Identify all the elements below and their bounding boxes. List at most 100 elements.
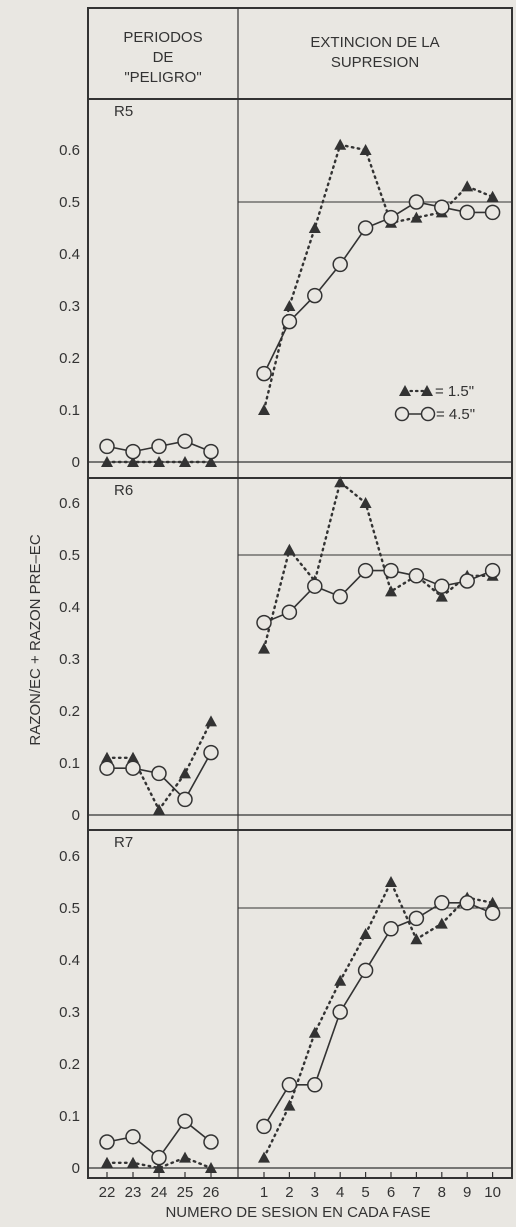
header-left-line-1: PERIODOS bbox=[123, 29, 202, 46]
data-point-circle bbox=[357, 220, 374, 236]
data-point-circle bbox=[307, 1077, 323, 1093]
y-tick-label: 0.6 bbox=[59, 495, 80, 512]
data-point-triangle bbox=[283, 1099, 296, 1111]
panel-label: R5 bbox=[114, 103, 133, 120]
legend-triangle-icon bbox=[399, 385, 411, 396]
y-tick-label: 0.2 bbox=[59, 703, 80, 720]
data-point-triangle bbox=[486, 190, 499, 202]
data-point-circle bbox=[332, 588, 348, 605]
data-point-triangle bbox=[308, 222, 321, 233]
y-tick-label: 0.6 bbox=[59, 142, 80, 159]
legend: = 1.5" = 4.5" bbox=[394, 383, 475, 423]
y-tick-label: 0.1 bbox=[59, 402, 80, 419]
legend-label-2: = 4.5" bbox=[436, 406, 475, 423]
data-point-circle bbox=[434, 895, 450, 911]
data-point-circle bbox=[151, 1149, 167, 1166]
data-point-circle bbox=[383, 921, 399, 937]
data-point-circle bbox=[256, 1118, 272, 1135]
data-point-circle bbox=[99, 1134, 115, 1150]
x-tick-label: 26 bbox=[203, 1184, 220, 1201]
y-tick-label: 0.2 bbox=[59, 1056, 80, 1073]
data-point-circle bbox=[256, 614, 272, 631]
panel-r7: R7 0 0.1 0.2 0.3 0.4 0.5 0.6 bbox=[59, 834, 512, 1177]
data-point-circle bbox=[332, 1004, 348, 1020]
data-point-triangle bbox=[179, 767, 191, 779]
data-point-circle bbox=[281, 1077, 298, 1093]
legend-triangle-icon bbox=[421, 385, 433, 396]
data-point-triangle bbox=[258, 1151, 270, 1163]
y-axis-label: RAZON/EC + RAZON PRE–EC bbox=[27, 534, 44, 745]
x-tick-label: 7 bbox=[412, 1184, 420, 1201]
x-tick-label: 1 bbox=[260, 1184, 268, 1201]
x-tick-label: 2 bbox=[285, 1184, 293, 1201]
y-tick-label: 0.1 bbox=[59, 755, 80, 772]
series-triangles bbox=[101, 138, 499, 467]
y-tick-label: 0.2 bbox=[59, 350, 80, 367]
y-tick-label: 0 bbox=[72, 1160, 80, 1177]
y-tick-label: 0.4 bbox=[59, 599, 80, 616]
data-point-triangle bbox=[308, 1026, 321, 1038]
data-point-circle bbox=[408, 194, 425, 210]
data-point-triangle bbox=[410, 211, 423, 223]
data-point-triangle bbox=[101, 456, 113, 467]
panel-label: R7 bbox=[114, 834, 133, 851]
legend-circle-icon bbox=[394, 406, 410, 422]
panel-r5: R5 0 0.1 0.2 0.3 0.4 0.5 0.6 bbox=[59, 103, 512, 471]
x-tick-label: 25 bbox=[177, 1184, 194, 1201]
data-point-triangle bbox=[127, 1156, 139, 1168]
data-point-circle bbox=[459, 895, 475, 911]
data-point-triangle bbox=[461, 180, 474, 192]
y-tick-label: 0.3 bbox=[59, 298, 80, 315]
series-triangles bbox=[101, 876, 499, 1173]
data-point-circle bbox=[357, 562, 374, 579]
data-point-triangle bbox=[283, 543, 296, 555]
data-point-triangle bbox=[205, 456, 217, 467]
data-point-circle bbox=[99, 760, 115, 776]
data-point-triangle bbox=[435, 590, 448, 602]
y-tick-label: 0.4 bbox=[59, 246, 80, 263]
data-point-circle bbox=[203, 744, 219, 761]
series-line bbox=[263, 569, 493, 624]
data-point-circle bbox=[408, 568, 425, 584]
x-tick-label: 23 bbox=[125, 1184, 142, 1201]
data-point-circle bbox=[459, 204, 475, 221]
data-point-triangle bbox=[334, 138, 347, 150]
series-line bbox=[262, 879, 494, 1159]
data-point-circle bbox=[484, 562, 501, 579]
data-point-circle bbox=[125, 1129, 141, 1145]
data-point-triangle bbox=[283, 300, 296, 311]
y-tick-label: 0 bbox=[72, 454, 80, 471]
y-tick-label: 0.5 bbox=[59, 900, 80, 917]
x-tick-label: 4 bbox=[336, 1184, 344, 1201]
data-point-triangle bbox=[101, 1156, 113, 1168]
y-tick-label: 0.5 bbox=[59, 194, 80, 211]
x-tick-label: 6 bbox=[387, 1184, 395, 1201]
y-tick-label: 0.1 bbox=[59, 1108, 80, 1125]
header-left-line-2: DE bbox=[153, 49, 174, 66]
data-point-triangle bbox=[205, 715, 217, 727]
x-tick-label: 3 bbox=[311, 1184, 319, 1201]
series-line bbox=[105, 720, 213, 813]
data-point-triangle bbox=[179, 1151, 191, 1163]
x-tick-label: 5 bbox=[361, 1184, 369, 1201]
data-point-circle bbox=[125, 443, 141, 460]
data-point-circle bbox=[281, 313, 298, 330]
y-tick-label: 0.5 bbox=[59, 547, 80, 564]
data-point-circle bbox=[357, 962, 374, 979]
x-tick-label: 24 bbox=[151, 1184, 168, 1201]
data-point-circle bbox=[151, 765, 167, 782]
data-point-triangle bbox=[258, 404, 270, 415]
y-tick-label: 0 bbox=[72, 807, 80, 824]
data-point-circle bbox=[332, 256, 348, 273]
series-circles bbox=[99, 194, 501, 460]
data-point-circle bbox=[484, 905, 501, 921]
data-point-circle bbox=[281, 604, 298, 620]
data-point-circle bbox=[484, 204, 501, 221]
panel-r6: R6 0 0.1 0.2 0.3 0.4 0.5 0.6 bbox=[59, 476, 512, 824]
y-tick-label: 0.3 bbox=[59, 651, 80, 668]
data-point-circle bbox=[307, 287, 323, 304]
data-point-circle bbox=[256, 365, 272, 382]
data-point-triangle bbox=[205, 1162, 217, 1173]
series-circles bbox=[99, 895, 501, 1166]
